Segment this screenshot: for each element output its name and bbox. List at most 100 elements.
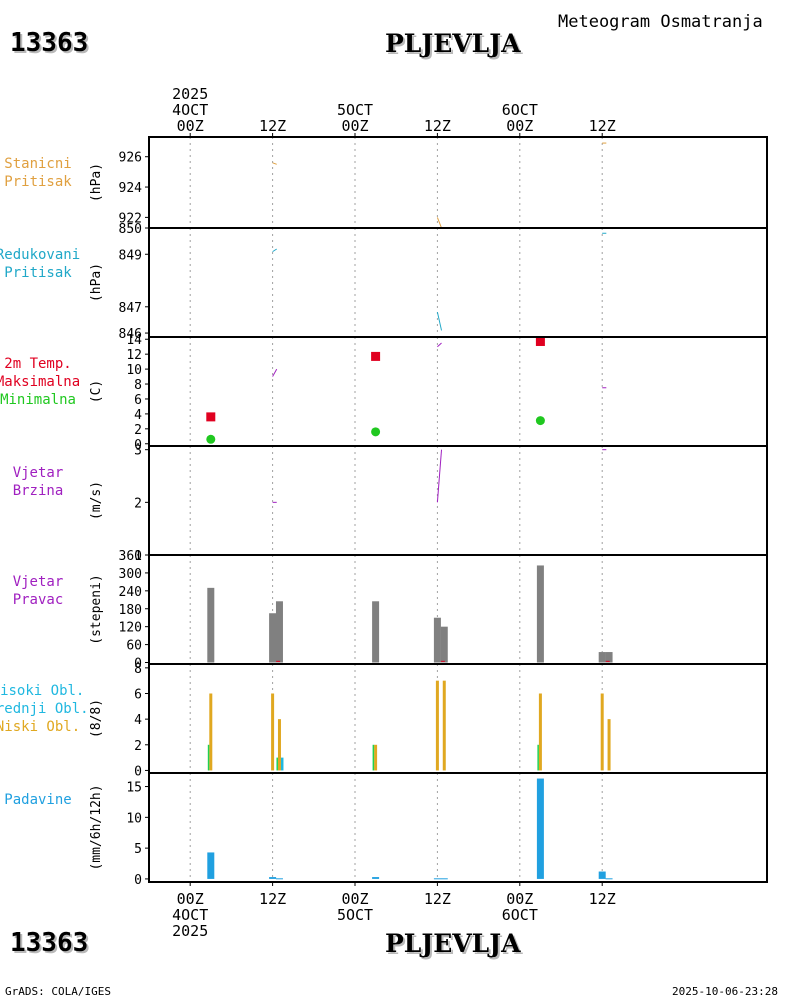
wind-direction-bar-5 (440, 626, 448, 663)
low-cloud-bar-3 (374, 744, 378, 771)
clouds-ytick-label: 4 (134, 713, 142, 728)
precip-bar-5 (440, 878, 448, 880)
station-name-bottom: PLJEVLJA (385, 929, 521, 958)
meteogram-title: Meteogram Osmatranja (558, 12, 763, 32)
reduced-pressure-var-label: Pritisak (4, 265, 72, 281)
precipitation-ytick-label: 0 (134, 873, 142, 888)
precip-bar-1 (269, 877, 277, 879)
precip-bar-6 (536, 778, 544, 879)
high-cloud-bar-2 (280, 757, 284, 771)
wind-direction-bar-3 (372, 601, 380, 663)
mid-cloud-bar-6 (537, 744, 539, 771)
bottom-time-label-5: 12Z (589, 890, 616, 908)
top-time-label-0: 00Z (177, 117, 204, 135)
mid-cloud-bar-2 (276, 757, 278, 771)
low-cloud-bar-0 (209, 693, 213, 771)
wind-speed-var-label: Vjetar (13, 465, 64, 481)
wind-direction-unit-label: (stepeni) (89, 574, 104, 644)
tmax-marker-0 (206, 412, 216, 422)
bottom-time-label-3: 12Z (424, 890, 451, 908)
wind-direction-bar-0 (207, 587, 215, 663)
precipitation-ytick-label: 10 (126, 811, 142, 826)
temperature-ytick-label: 2 (134, 423, 142, 438)
clouds-var-label: Visoki Obl. (0, 683, 84, 699)
wind-direction-bar-7 (598, 652, 606, 663)
bottom-time-label-1: 12Z (259, 890, 286, 908)
station-id-bottom: 13363 (10, 928, 89, 958)
temperature-ytick-label: 10 (126, 363, 142, 378)
temperature-ytick-label: 12 (126, 348, 142, 363)
reduced-pressure-segment-0 (272, 248, 277, 253)
top-time-label-3: 12Z (424, 117, 451, 135)
station-pressure-unit-label: (hPa) (89, 163, 104, 202)
tmin-marker-0 (206, 434, 216, 444)
low-cloud-bar-8 (607, 719, 611, 771)
wind-direction-ytick-label: 240 (119, 585, 142, 600)
tmax-marker-1 (371, 351, 381, 361)
wind-speed-segment-1 (436, 449, 443, 503)
reduced-pressure-ytick-label: 849 (119, 248, 142, 263)
reduced-pressure-unit-label: (hPa) (89, 263, 104, 302)
bottom-time-label-0: 4OCT (172, 906, 208, 924)
clouds-ytick-label: 6 (134, 687, 142, 702)
tmin-marker-1 (371, 427, 381, 437)
temperature-var-label: Maksimalna (0, 374, 80, 390)
low-cloud-bar-6 (538, 693, 542, 771)
low-cloud-bar-5 (442, 680, 446, 771)
top-time-label-2: 00Z (341, 117, 368, 135)
station-pressure-segment-0 (272, 162, 277, 165)
mid-cloud-bar-0 (207, 744, 210, 771)
reduced-pressure-ytick-label: 847 (119, 301, 142, 316)
precip-bar-8 (605, 878, 613, 880)
clouds-var-label: Niski Obl. (0, 719, 80, 735)
station-pressure-var-label: Pritisak (4, 174, 72, 190)
top-time-label-4: 6OCT (502, 101, 538, 119)
low-cloud-bar-1 (271, 693, 275, 771)
clouds-ytick-label: 8 (134, 662, 142, 677)
station-pressure-segment-1 (436, 217, 442, 229)
top-time-label-2: 5OCT (337, 101, 373, 119)
temperature-unit-label: (C) (89, 380, 104, 403)
wind-direction-ytick-label: 300 (119, 567, 142, 582)
tmax-marker-2 (535, 336, 545, 346)
wind-direction-ytick-label: 0 (134, 657, 142, 672)
bottom-time-label-2: 5OCT (337, 906, 373, 924)
clouds-ytick-label: 2 (134, 739, 142, 754)
wind-speed-var-label: Brzina (13, 483, 64, 499)
bottom-time-label-0: 2025 (172, 922, 208, 940)
wind-direction-ytick-label: 360 (119, 549, 142, 564)
wind-direction-var-label: Vjetar (13, 574, 64, 590)
bottom-time-label-4: 00Z (506, 890, 533, 908)
temperature-var-label: 2m Temp. (4, 356, 71, 372)
grads-credit: GrADS: COLA/IGES (5, 985, 111, 998)
wind-direction-ytick-label: 180 (119, 603, 142, 618)
temperature-segment-0 (272, 368, 278, 377)
clouds-ytick-label: 0 (134, 764, 142, 779)
temperature-ytick-label: 4 (134, 408, 142, 423)
plot-frame (148, 136, 768, 883)
precipitation-unit-label: (mm/6h/12h) (89, 784, 104, 870)
bottom-time-label-0: 00Z (177, 890, 204, 908)
render-timestamp: 2025-10-06-23:28 (672, 985, 778, 998)
temperature-var-label: Minimalna (0, 392, 76, 408)
wind-direction-var-label: Pravac (13, 592, 64, 608)
wind-direction-bar-8 (605, 652, 613, 663)
temperature-ytick-label: 6 (134, 393, 142, 408)
station-id-top: 13363 (10, 28, 89, 58)
precipitation-var-label: Padavine (4, 792, 71, 808)
wind-direction-bar-1 (269, 613, 277, 663)
temperature-ytick-label: 14 (126, 333, 142, 348)
wind-direction-ytick-label: 120 (119, 621, 142, 636)
reduced-pressure-var-label: Redukovani (0, 247, 80, 263)
precip-bar-0 (207, 852, 215, 879)
reduced-pressure-ytick-label: 850 (119, 222, 142, 237)
station-name-top: PLJEVLJA (385, 29, 521, 58)
reduced-pressure-ytick-label: 846 (119, 327, 142, 342)
top-time-label-0: 4OCT (172, 101, 208, 119)
station-pressure-ytick-label: 924 (119, 181, 143, 196)
precip-bar-3 (372, 877, 380, 879)
temperature-ytick-label: 8 (134, 378, 142, 393)
low-cloud-bar-7 (600, 693, 604, 771)
bottom-time-label-2: 00Z (341, 890, 368, 908)
